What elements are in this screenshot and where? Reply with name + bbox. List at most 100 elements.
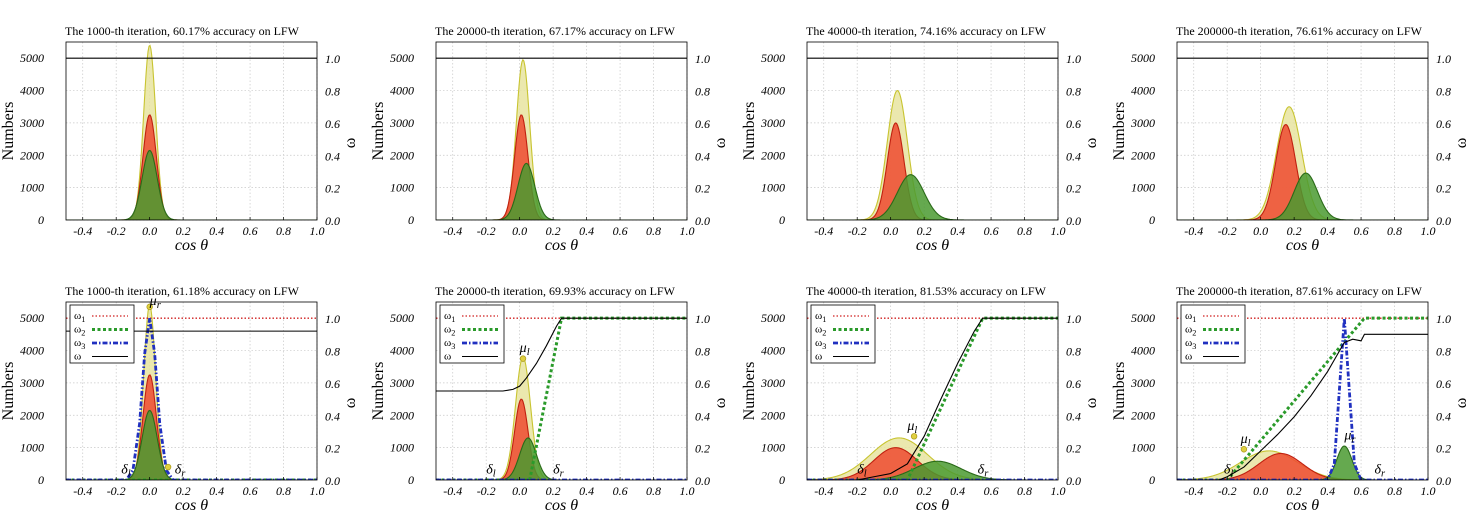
x-tick-label: 0.8 — [1387, 484, 1402, 498]
chart-title: The 1000-th iteration, 60.17% accuracy o… — [65, 24, 300, 38]
distribution-area-2 — [807, 122, 1058, 220]
y2-axis-label: ω — [1083, 398, 1100, 409]
annotation-label: μl — [1240, 432, 1251, 449]
y2-tick-label: 0.0 — [695, 474, 710, 488]
x-tick-label: -0.4 — [1184, 484, 1203, 498]
y-tick-label: 1000 — [761, 441, 785, 455]
x-axis-label: cos θ — [175, 237, 208, 254]
x-tick-label: 0.8 — [1387, 224, 1402, 238]
chart-title: The 40000-th iteration, 74.16% accuracy … — [806, 24, 1047, 38]
x-tick-label: 0.0 — [883, 224, 898, 238]
x-tick-label: -0.2 — [477, 484, 496, 498]
x-tick-label: 0.6 — [1354, 484, 1369, 498]
y2-tick-label: 0.4 — [1066, 149, 1081, 163]
y2-tick-label: 1.0 — [325, 52, 340, 66]
y-tick-label: 5000 — [761, 311, 785, 325]
plot-frame — [1176, 41, 1429, 221]
x-tick-label: -0.2 — [107, 484, 126, 498]
chart-title: The 200000-th iteration, 76.61% accuracy… — [1176, 24, 1423, 38]
chart-title: The 20000-th iteration, 69.93% accuracy … — [435, 284, 676, 298]
x-tick-label: 0.0 — [883, 484, 898, 498]
y-tick-label: 0 — [38, 473, 44, 487]
y-tick-label: 1000 — [1131, 441, 1155, 455]
legend-box — [439, 304, 505, 364]
y2-tick-label: 0.4 — [695, 149, 710, 163]
weight-lines — [436, 316, 687, 480]
x-tick-label: 0.8 — [1017, 224, 1032, 238]
plot-frame — [435, 301, 688, 481]
plot-frame — [806, 301, 1059, 481]
y-tick-label: 0 — [779, 473, 785, 487]
x-tick-label: 0.6 — [243, 224, 258, 238]
y-tick-label: 1000 — [390, 441, 414, 455]
weight-line-ω — [807, 317, 1058, 480]
x-tick-label: -0.2 — [1218, 224, 1237, 238]
x-tick-label: 1.0 — [680, 224, 695, 238]
distribution-area-3 — [1177, 172, 1428, 220]
x-tick-label: 1.0 — [310, 484, 325, 498]
chart-title: The 200000-th iteration, 87.61% accuracy… — [1176, 284, 1423, 298]
y2-tick-label: 0.8 — [1066, 85, 1081, 99]
chart-panel-4: -0.4 -0.2 0.0 0.2 0.4 0.6 0.8 1.0 0 1000 2000 3000 4… — [1111, 24, 1470, 254]
annotation-marker — [164, 463, 172, 471]
annotation-label: δr — [978, 463, 990, 480]
y-tick-label: 5000 — [761, 51, 785, 65]
y2-axis-label: ω — [712, 138, 729, 149]
y-tick-label: 2000 — [1131, 408, 1155, 422]
legend-label: ω — [74, 351, 81, 363]
y-tick-label: 0 — [408, 213, 414, 227]
weight-line-ω — [436, 317, 687, 392]
y-tick-label: 4000 — [390, 344, 414, 358]
legend-box — [810, 304, 876, 364]
y-tick-label: 5000 — [20, 51, 44, 65]
y-tick-label: 0 — [1149, 213, 1155, 227]
weight-line-ω3 — [66, 317, 317, 480]
y2-tick-label: 0.4 — [325, 149, 340, 163]
x-tick-label: 1.0 — [1051, 484, 1066, 498]
x-tick-label: 0.2 — [1287, 484, 1302, 498]
annotation-label: δr — [1374, 463, 1386, 480]
plot-frame — [1176, 301, 1429, 481]
y2-tick-label: 0.2 — [325, 182, 340, 196]
annotation-label: μl — [519, 341, 530, 358]
distribution-area-3 — [66, 149, 317, 220]
legend-label: ω2 — [815, 324, 826, 338]
y-tick-label: 5000 — [1131, 51, 1155, 65]
annotation-marker — [910, 433, 918, 440]
y-tick-label: 5000 — [390, 51, 414, 65]
x-tick-label: 0.0 — [142, 224, 157, 238]
x-tick-label: 0.8 — [646, 484, 661, 498]
y-tick-label: 2000 — [20, 408, 44, 422]
chart-title: The 20000-th iteration, 67.17% accuracy … — [435, 24, 676, 38]
x-tick-label: -0.2 — [477, 224, 496, 238]
annotation-label: δl — [857, 463, 867, 480]
y-axis-label: Numbers — [370, 102, 387, 161]
plot-frame — [65, 41, 318, 221]
y2-tick-label: 0.0 — [325, 214, 340, 228]
y-axis-label: Numbers — [1111, 102, 1128, 161]
x-tick-label: 0.2 — [176, 224, 191, 238]
distribution-area-3 — [436, 162, 687, 220]
x-tick-label: 0.2 — [176, 484, 191, 498]
legend-box — [1180, 304, 1246, 364]
y-tick-label: 1000 — [20, 181, 44, 195]
x-tick-label: 0.8 — [276, 224, 291, 238]
x-tick-label: 0.2 — [546, 224, 561, 238]
distribution-area-1 — [66, 44, 317, 220]
y-tick-label: 4000 — [761, 84, 785, 98]
x-tick-label: -0.2 — [107, 224, 126, 238]
y2-tick-label: 0.2 — [1066, 182, 1081, 196]
y2-tick-label: 0.0 — [695, 214, 710, 228]
legend-label: ω — [815, 351, 822, 363]
x-tick-label: 0.6 — [984, 224, 999, 238]
y2-tick-label: 0.8 — [1436, 85, 1451, 99]
y2-tick-label: 0.2 — [695, 182, 710, 196]
x-tick-label: 0.0 — [1253, 484, 1268, 498]
y2-axis-label: ω — [1453, 398, 1470, 409]
x-tick-label: -0.4 — [73, 224, 92, 238]
x-tick-label: 1.0 — [1421, 484, 1436, 498]
x-axis-label: cos θ — [1286, 497, 1319, 514]
